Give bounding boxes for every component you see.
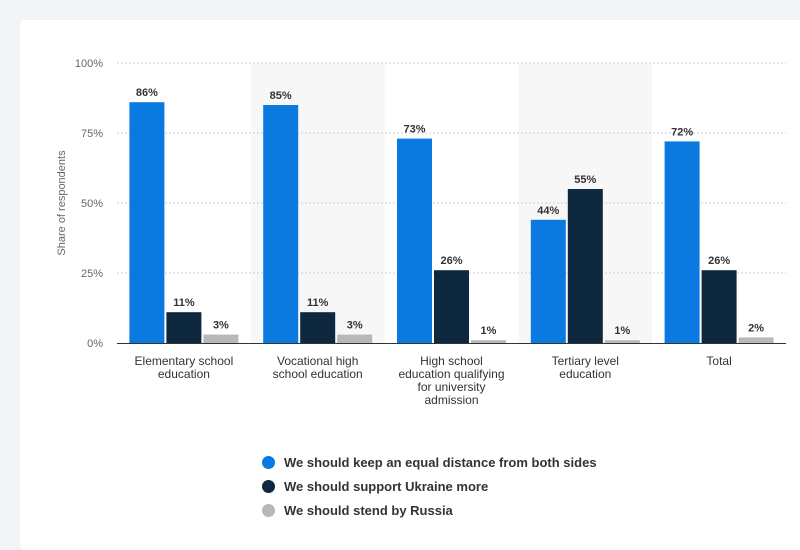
legend-item-support-ukraine[interactable]: We should support Ukraine more bbox=[262, 476, 597, 496]
x-tick-label-line: education qualifying bbox=[398, 367, 504, 381]
x-tick-label-line: Tertiary level bbox=[552, 354, 619, 368]
data-label: 11% bbox=[173, 297, 195, 309]
x-tick-label-line: Vocational high bbox=[277, 354, 358, 368]
bar bbox=[701, 270, 737, 343]
legend: We should keep an equal distance from bo… bbox=[262, 452, 597, 524]
bar bbox=[567, 189, 603, 343]
data-label: 1% bbox=[614, 325, 630, 337]
x-tick-label-line: High school bbox=[420, 354, 483, 368]
x-tick-label: Tertiary level education bbox=[552, 354, 619, 381]
bar bbox=[337, 334, 373, 343]
bar bbox=[664, 141, 700, 343]
data-label: 72% bbox=[671, 126, 693, 138]
y-tick-label: 100% bbox=[75, 58, 103, 70]
bar bbox=[604, 340, 640, 343]
legend-item-stand-by-russia[interactable]: We should stend by Russia bbox=[262, 500, 597, 520]
data-label: 85% bbox=[270, 90, 292, 102]
legend-label-support-ukraine: We should support Ukraine more bbox=[284, 478, 489, 494]
y-axis-title: Share of respondents bbox=[56, 150, 68, 256]
legend-label-equal-distance: We should keep an equal distance from bo… bbox=[284, 454, 597, 470]
x-tick-label: Elementary school education bbox=[135, 354, 234, 381]
bar bbox=[300, 312, 336, 343]
x-tick-label-line: education bbox=[559, 367, 611, 381]
legend-swatch-support-ukraine bbox=[262, 479, 275, 493]
data-label: 2% bbox=[748, 322, 764, 334]
y-tick-label: 25% bbox=[81, 268, 103, 280]
legend-swatch-stand-by-russia bbox=[262, 503, 275, 517]
legend-item-equal-distance[interactable]: We should keep an equal distance from bo… bbox=[262, 452, 597, 472]
bar-chart: 0% 25% 50% 75% 100% Share of respondents 86% 11… bbox=[56, 58, 786, 407]
x-tick-label-line: Elementary school bbox=[135, 354, 234, 368]
chart-card: 0% 25% 50% 75% 100% Share of respondents 86% 11… bbox=[20, 20, 800, 550]
data-label: 11% bbox=[307, 297, 329, 309]
data-label: 44% bbox=[537, 205, 559, 217]
legend-label-stand-by-russia: We should stend by Russia bbox=[284, 502, 453, 518]
x-tick-label: Vocational high school education bbox=[273, 354, 363, 381]
data-label: 3% bbox=[213, 320, 229, 332]
bar bbox=[471, 340, 506, 343]
data-label: 26% bbox=[440, 255, 462, 267]
data-label: 26% bbox=[708, 255, 730, 267]
bar bbox=[203, 334, 239, 343]
bar bbox=[530, 219, 566, 343]
bar bbox=[434, 270, 469, 343]
y-tick-label: 75% bbox=[81, 128, 103, 140]
bar bbox=[738, 337, 774, 343]
data-label: 55% bbox=[574, 174, 596, 186]
data-label: 3% bbox=[347, 320, 363, 332]
y-tick-label: 50% bbox=[81, 198, 103, 210]
x-tick-label-line: Total bbox=[706, 354, 731, 368]
y-tick-label: 0% bbox=[87, 338, 103, 350]
data-label: 86% bbox=[136, 87, 158, 99]
bar bbox=[397, 138, 432, 343]
bar bbox=[166, 312, 202, 343]
data-label: 1% bbox=[481, 325, 497, 337]
x-tick-label-line: admission bbox=[424, 393, 478, 407]
x-tick-label: High school education qualifying for unive… bbox=[398, 354, 504, 407]
x-tick-label-line: education bbox=[158, 367, 210, 381]
data-label: 73% bbox=[403, 124, 425, 136]
legend-swatch-equal-distance bbox=[262, 455, 275, 469]
x-tick-label: Total bbox=[706, 354, 731, 368]
bar bbox=[129, 102, 165, 343]
bar bbox=[263, 105, 299, 343]
x-tick-label-line: for university bbox=[417, 380, 485, 394]
x-tick-label-line: school education bbox=[273, 367, 363, 381]
